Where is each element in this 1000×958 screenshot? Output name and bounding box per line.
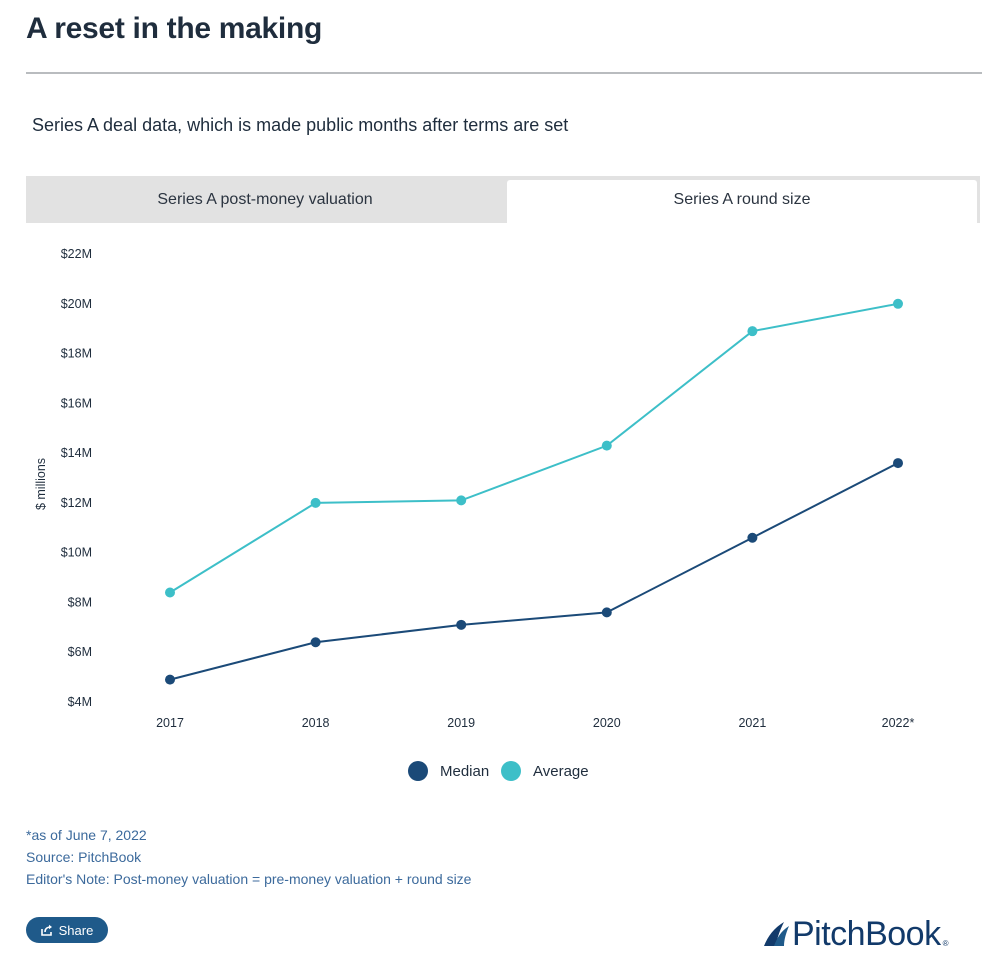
chart-legend: Median Average — [0, 758, 1000, 784]
logo-registered-mark: ® — [942, 939, 949, 948]
data-point-average — [456, 495, 467, 506]
y-tick-label: $22M — [61, 247, 92, 261]
series-line-median — [169, 462, 899, 681]
pitchbook-logo[interactable]: PitchBook ® — [760, 910, 949, 958]
series-line-average — [169, 302, 899, 594]
y-tick-label: $8M — [68, 595, 92, 609]
note-source: Source: PitchBook — [26, 849, 142, 865]
chart-notes: *as of June 7, 2022 Source: PitchBook Ed… — [26, 824, 471, 890]
pitchbook-sail-icon — [764, 922, 789, 946]
legend-label-average: Average — [533, 762, 589, 780]
legend-label-median: Median — [440, 762, 490, 780]
y-tick-label: $18M — [61, 347, 92, 361]
note-as-of: *as of June 7, 2022 — [26, 827, 147, 843]
tab-post-money-valuation[interactable]: Series A post-money valuation — [157, 191, 373, 208]
data-point-average — [747, 326, 758, 337]
data-point-average — [601, 440, 612, 451]
x-tick-label: 2021 — [738, 716, 766, 730]
data-point-median — [165, 674, 175, 685]
legend-item-average[interactable]: Average — [501, 758, 589, 784]
data-point-average — [893, 298, 903, 309]
data-point-median — [747, 532, 758, 543]
data-point-average — [165, 587, 175, 598]
y-tick-label: $16M — [61, 396, 92, 410]
data-point-median — [456, 619, 467, 630]
share-button[interactable]: Share — [26, 917, 108, 943]
y-tick-label: $12M — [61, 496, 92, 510]
title-divider — [26, 72, 982, 74]
share-label: Share — [58, 922, 94, 938]
tab-round-size[interactable]: Series A round size — [507, 180, 977, 223]
y-tick-label: $4M — [68, 695, 92, 709]
y-axis-title: $ millions — [34, 458, 48, 510]
chart-tabs: Series A post-money valuation Series A r… — [26, 176, 980, 223]
x-tick-label: 2019 — [447, 716, 475, 730]
x-tick-label: 2018 — [302, 716, 330, 730]
x-tick-label: 2022* — [882, 716, 915, 730]
chart-subtitle: Series A deal data, which is made public… — [32, 115, 569, 135]
x-tick-label: 2017 — [156, 716, 184, 730]
page-title: A reset in the making — [26, 12, 323, 45]
y-tick-label: $10M — [61, 546, 92, 560]
data-point-median — [893, 458, 903, 469]
data-point-median — [310, 637, 321, 648]
data-point-average — [310, 497, 321, 508]
note-editor: Editor's Note: Post-money valuation = pr… — [26, 871, 472, 887]
share-icon — [40, 924, 52, 936]
x-tick-label: 2020 — [593, 716, 621, 730]
legend-marker-average — [501, 761, 521, 781]
legend-item-median[interactable]: Median — [408, 758, 489, 784]
line-chart: $4M $6M $8M $10M $12M $14M $16M $18M $20M $22M $ m… — [34, 247, 915, 730]
y-tick-label: $14M — [61, 446, 92, 460]
logo-text: PitchBook — [792, 914, 941, 953]
legend-marker-median — [408, 761, 428, 781]
y-tick-label: $6M — [68, 645, 92, 659]
data-point-median — [601, 607, 612, 618]
y-tick-label: $20M — [61, 297, 92, 311]
